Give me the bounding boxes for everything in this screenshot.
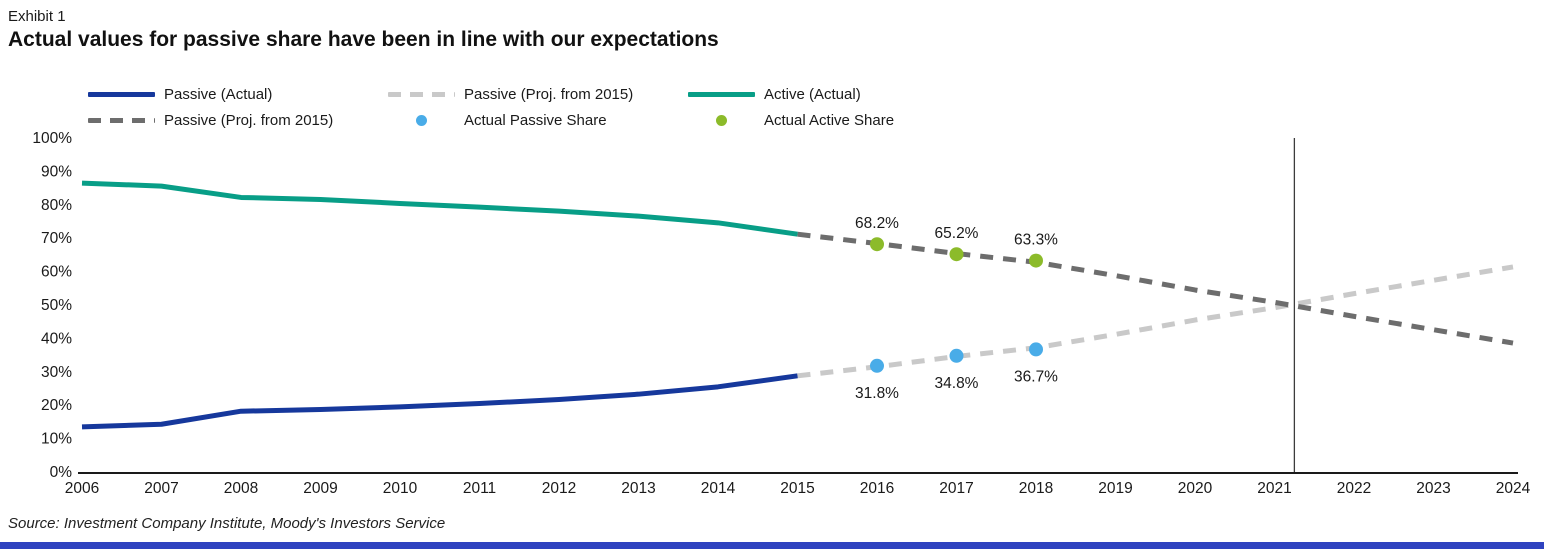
legend-dot-icon [416,114,427,126]
x-tick-label: 2013 [621,480,655,497]
y-tick-label: 0% [50,464,73,481]
series-active-actual [81,180,798,237]
legend-item: Passive (Proj. from 2015) [88,111,388,129]
legend-swatch-line-dashed-icon [388,91,455,97]
legend-label: Passive (Actual) [164,85,273,103]
page-title: Actual values for passive share have bee… [8,28,719,51]
x-tick-label: 2007 [144,480,178,497]
legend-label: Passive (Proj. from 2015) [164,111,334,129]
series-active-proj [797,231,1514,346]
legend-label: Active (Actual) [764,85,861,103]
y-tick-label: 80% [41,197,72,214]
x-tick-label: 2018 [1019,480,1053,497]
series-passive-proj [797,264,1514,379]
x-tick-label: 2015 [780,480,814,497]
legend-dot-icon [716,114,727,126]
y-tick-label: 30% [41,364,72,381]
x-tick-label: 2010 [383,480,418,497]
dot-actual-active-share [949,247,964,262]
y-tick-label: 90% [41,163,72,180]
dot-actual-active-share [1029,253,1043,268]
x-tick-label: 2012 [542,480,576,497]
dot-actual-passive-share [949,348,964,363]
legend-swatch-dot-icon [388,111,455,129]
chart-legend: Passive (Actual) Passive (Proj. from 2015… [88,85,988,129]
annotation-label: 36.7% [1014,368,1058,385]
legend-row: Passive (Proj. from 2015) Actual Passive … [88,111,988,129]
annotation-label: 63.3% [1014,232,1058,249]
legend-item: Passive (Proj. from 2015) [388,85,688,103]
x-tick-label: 2008 [224,480,258,497]
y-tick-label: 100% [32,130,72,147]
legend-item: Actual Active Share [688,111,988,129]
annotation-label: 31.8% [855,385,899,402]
source-note: Source: Investment Company Institute, Mo… [8,515,446,532]
x-tick-label: 2020 [1178,480,1213,497]
y-tick-label: 50% [41,297,72,314]
dot-actual-passive-share [1029,342,1043,357]
legend-swatch-line-solid-icon [88,91,155,97]
legend-item: Active (Actual) [688,85,988,103]
y-tick-label: 10% [41,431,72,448]
legend-swatch-dot-icon [688,111,755,129]
x-tick-label: 2011 [463,480,496,497]
x-tick-label: 2014 [701,480,736,497]
legend-label: Actual Active Share [764,111,895,129]
annotation-label: 68.2% [855,215,899,232]
x-tick-label: 2009 [303,480,337,497]
legend-item: Passive (Actual) [88,85,388,103]
y-tick-label: 60% [41,264,72,281]
dot-actual-passive-share [870,358,884,373]
x-tick-label: 2006 [65,480,99,497]
annotation-label: 65.2% [935,225,979,242]
legend-label: Passive (Proj. from 2015) [464,85,634,103]
x-tick-label: 2016 [860,480,894,497]
footer-brand-bar [0,542,1544,549]
x-tick-label: 2019 [1098,480,1132,497]
annotation-label: 34.8% [935,375,979,392]
legend-label: Actual Passive Share [464,111,607,129]
series-passive-actual [81,373,798,430]
x-tick-label: 2023 [1416,480,1450,497]
x-tick-label: 2024 [1496,480,1531,497]
y-tick-label: 40% [41,330,72,347]
y-tick-label: 20% [41,397,72,414]
dot-actual-active-share [870,237,884,252]
x-tick-label: 2021 [1257,480,1291,497]
legend-item: Actual Passive Share [388,111,688,129]
x-tick-label: 2017 [939,480,973,497]
legend-row: Passive (Actual) Passive (Proj. from 2015… [88,85,988,103]
exhibit-label: Exhibit 1 [8,8,66,25]
x-tick-label: 2022 [1337,480,1371,497]
chart-canvas: 68.2% 65.2% 63.3% 31.8% 34.8% 36.7% 2006 2007 20… [32,130,1531,497]
y-tick-label: 70% [41,230,72,247]
legend-swatch-line-dashed-icon [88,117,155,123]
legend-swatch-line-solid-icon [688,91,755,97]
